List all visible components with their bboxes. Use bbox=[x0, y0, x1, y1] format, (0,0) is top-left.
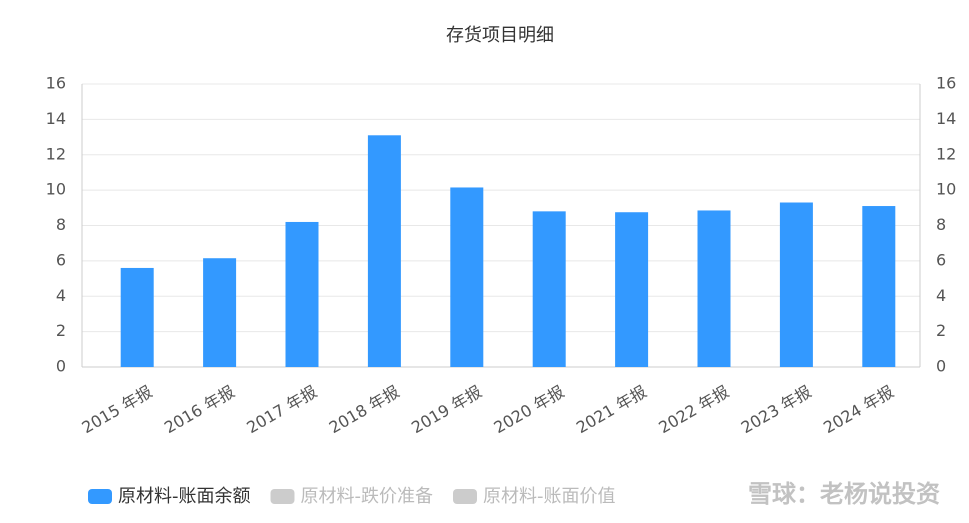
legend-label: 原材料-账面余额 bbox=[118, 486, 251, 507]
y2-tick-label: 12 bbox=[936, 144, 956, 163]
bar bbox=[120, 267, 154, 367]
bar bbox=[450, 187, 484, 367]
y-tick-label: 14 bbox=[46, 109, 66, 128]
x-tick-label: 2015 年报 bbox=[79, 382, 156, 437]
y2-tick-label: 14 bbox=[936, 109, 956, 128]
bar bbox=[285, 221, 319, 367]
y-tick-label: 0 bbox=[56, 357, 66, 376]
bar bbox=[862, 206, 896, 367]
y2-tick-label: 10 bbox=[936, 180, 956, 199]
y2-tick-label: 8 bbox=[936, 215, 946, 234]
legend-label: 原材料-跌价准备 bbox=[301, 486, 434, 507]
x-tick-label: 2020 年报 bbox=[491, 382, 568, 437]
bar bbox=[697, 210, 731, 367]
y2-tick-label: 0 bbox=[936, 357, 946, 376]
y-tick-label: 16 bbox=[46, 74, 66, 93]
x-tick-label: 2016 年报 bbox=[161, 382, 238, 437]
bar bbox=[779, 202, 813, 367]
y2-tick-label: 2 bbox=[936, 321, 946, 340]
chart-title: 存货项目明细 bbox=[446, 25, 554, 46]
y2-tick-label: 4 bbox=[936, 286, 946, 305]
y-tick-label: 6 bbox=[56, 250, 66, 269]
x-tick-label: 2021 年报 bbox=[573, 382, 650, 437]
y-tick-label: 10 bbox=[46, 180, 66, 199]
bar bbox=[532, 211, 566, 367]
legend-swatch bbox=[453, 489, 477, 504]
legend-swatch bbox=[270, 489, 295, 504]
x-tick-label: 2022 年报 bbox=[655, 382, 732, 437]
bar bbox=[615, 212, 649, 367]
bar bbox=[367, 135, 401, 367]
legend-label: 原材料-账面价值 bbox=[483, 486, 616, 507]
x-tick-label: 2017 年报 bbox=[243, 382, 320, 437]
x-tick-label: 2019 年报 bbox=[408, 382, 485, 437]
y-tick-label: 2 bbox=[56, 321, 66, 340]
y-tick-label: 8 bbox=[56, 215, 66, 234]
watermark: 雪球：老杨说投资 bbox=[748, 480, 940, 508]
y2-tick-label: 6 bbox=[936, 250, 946, 269]
y2-tick-label: 16 bbox=[936, 74, 956, 93]
x-tick-label: 2024 年报 bbox=[820, 382, 897, 437]
x-tick-label: 2018 年报 bbox=[326, 382, 403, 437]
y-tick-label: 4 bbox=[56, 286, 66, 305]
y-tick-label: 12 bbox=[46, 144, 66, 163]
x-tick-label: 2023 年报 bbox=[738, 382, 815, 437]
legend-swatch bbox=[88, 489, 112, 504]
bar bbox=[203, 258, 237, 367]
